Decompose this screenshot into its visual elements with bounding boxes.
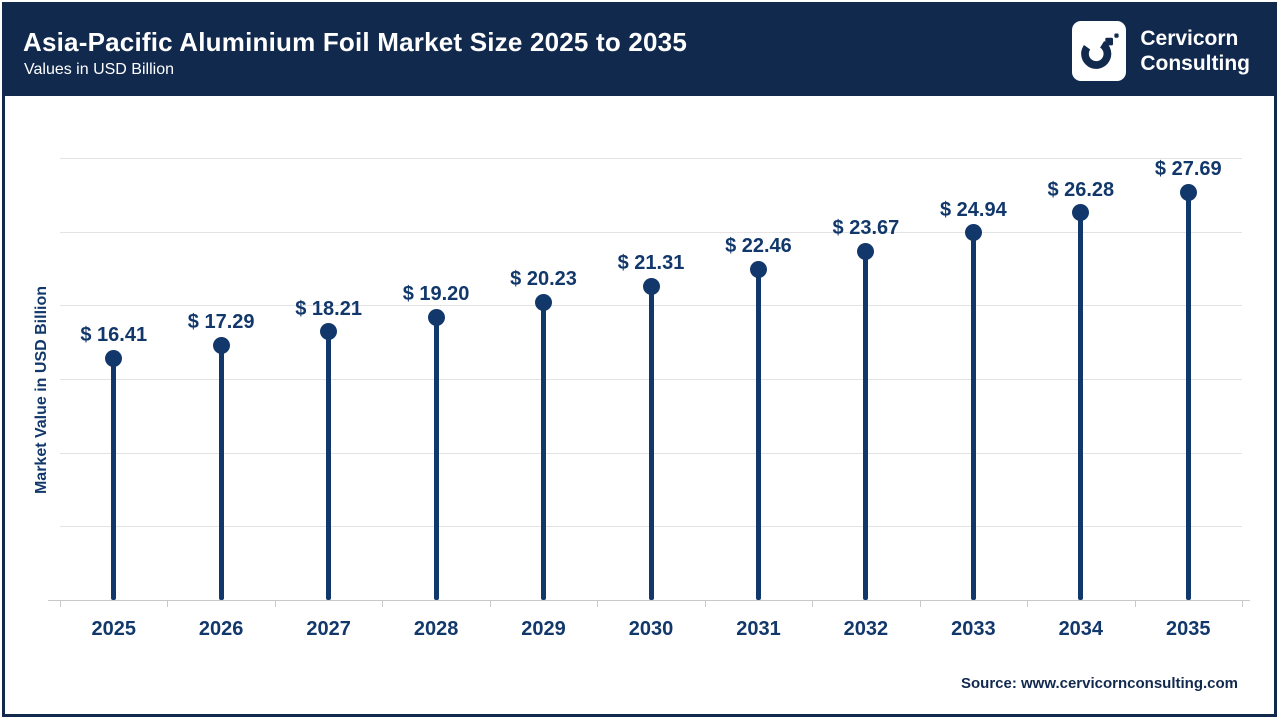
data-point-2035 [1179, 183, 1197, 201]
x-tick-label-2034: 2034 [1058, 618, 1104, 640]
x-tick-label-2035: 2035 [1166, 618, 1211, 640]
data-point-2028 [427, 308, 445, 326]
stem-2027 [326, 331, 332, 600]
x-axis-tick [1134, 601, 1136, 607]
gridline-25 [60, 231, 1242, 233]
value-label-2031: $ 22.46 [725, 235, 792, 258]
stem-2035 [1185, 192, 1191, 600]
stem-2033 [970, 232, 976, 600]
data-point-2034 [1072, 204, 1090, 222]
value-label-2027: $ 18.21 [295, 297, 362, 320]
stem-2031 [755, 269, 761, 600]
value-label-2029: $ 20.23 [510, 268, 577, 290]
stem-2032 [863, 251, 869, 600]
source-note: Source: www.cervicornconsulting.com [960, 675, 1238, 692]
x-axis-tick [60, 601, 61, 607]
gridline-30 [60, 158, 1242, 160]
x-tick-label-2026: 2026 [198, 618, 244, 640]
stem-2028 [433, 317, 439, 600]
x-axis-tick [704, 601, 706, 607]
y-axis-title: Market Value in USD Billion [33, 285, 50, 495]
value-label-2026: $ 17.29 [187, 311, 255, 334]
logo-line1: Cervicorn [1140, 27, 1239, 50]
x-tick-label-2027: 2027 [306, 618, 351, 640]
chart-title: Asia-Pacific Aluminium Foil Market Size … [23, 27, 688, 57]
logo-c-glyph [1081, 33, 1119, 69]
header-banner: Asia-Pacific Aluminium Foil Market Size … [5, 5, 1274, 96]
logo-line2: Consulting [1140, 52, 1250, 75]
data-point-2027 [320, 323, 338, 341]
company-logo: Cervicorn Consulting [1072, 19, 1250, 83]
x-axis-tick [919, 601, 921, 607]
x-axis-tick [597, 601, 599, 607]
x-axis-tick [382, 601, 384, 607]
data-point-2032 [857, 242, 875, 260]
x-tick-label-2029: 2029 [521, 618, 566, 640]
x-axis-tick [489, 601, 491, 607]
chart-subtitle: Values in USD Billion [24, 61, 174, 78]
data-point-2029 [535, 293, 553, 311]
x-axis-tick [1242, 601, 1243, 607]
plot-area: $ 16.41 2025 $ 17.29 2026 $ 18.21 2027 $ 19.20… [5, 96, 1274, 714]
x-axis-line [48, 600, 1250, 601]
x-axis-tick [274, 601, 276, 607]
x-tick-label-2033: 2033 [951, 618, 996, 640]
stem-2025 [111, 358, 117, 600]
value-label-2030: $ 21.31 [617, 252, 685, 275]
stem-2030 [648, 286, 654, 600]
value-label-2035: $ 27.69 [1154, 158, 1222, 181]
x-axis-tick [167, 601, 169, 607]
value-label-2028: $ 19.20 [402, 283, 470, 306]
value-label-2025: $ 16.41 [80, 324, 148, 347]
x-axis-tick [812, 601, 814, 607]
value-label-2033: $ 24.94 [939, 198, 1007, 221]
x-tick-label-2025: 2025 [91, 618, 136, 640]
data-point-2033 [964, 224, 982, 242]
logo-wordmark: Cervicorn Consulting [1140, 26, 1250, 76]
data-point-2025 [105, 349, 123, 367]
x-tick-label-2031: 2031 [736, 618, 781, 640]
value-label-2034: $ 26.28 [1047, 178, 1115, 201]
value-label-2032: $ 23.67 [832, 217, 900, 240]
stem-2026 [218, 345, 224, 600]
stem-2029 [541, 302, 547, 600]
data-point-2030 [642, 277, 660, 295]
x-tick-label-2030: 2030 [628, 618, 674, 640]
cervicorn-c-logo-icon [1072, 21, 1127, 81]
x-tick-label-2028: 2028 [413, 618, 459, 640]
x-axis-tick [1027, 601, 1029, 607]
stem-2034 [1078, 212, 1084, 600]
data-point-2031 [749, 260, 767, 278]
x-tick-label-2032: 2032 [843, 618, 889, 640]
data-point-2026 [212, 336, 230, 354]
